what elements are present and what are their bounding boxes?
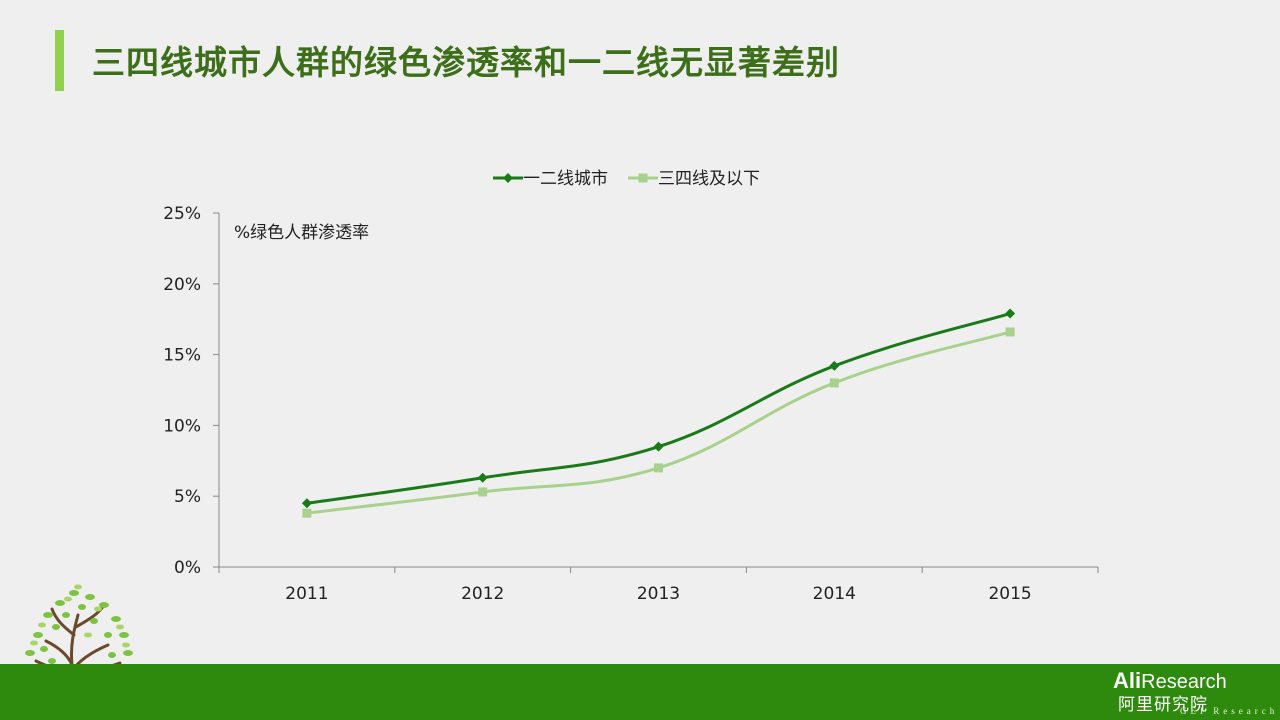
x-tick-label: 2015 bbox=[988, 584, 1031, 604]
data-point bbox=[478, 487, 488, 497]
x-tick-label: 2012 bbox=[461, 584, 504, 604]
x-tick-label: 2014 bbox=[813, 584, 856, 604]
aliresearch-logo: AliResearch bbox=[1113, 668, 1227, 694]
slide-title: 三四线城市人群的绿色渗透率和一二线无显著差别 bbox=[92, 43, 840, 82]
title-accent-bar bbox=[55, 30, 64, 91]
data-point bbox=[829, 360, 840, 371]
y-tick-label: 0% bbox=[174, 558, 201, 578]
logo-cn: 阿里研究院 bbox=[1118, 695, 1208, 715]
chart-series bbox=[301, 308, 1016, 518]
legend-swatch-marker bbox=[503, 173, 513, 183]
legend-label: 三四线及以下 bbox=[658, 169, 760, 189]
data-point bbox=[302, 508, 312, 518]
y-tick-label: 25% bbox=[163, 204, 201, 224]
y-axis: 0% 5% 10% 15% 20% 25% bbox=[163, 204, 220, 578]
data-point bbox=[301, 498, 312, 509]
data-point bbox=[477, 472, 488, 483]
data-point bbox=[1005, 327, 1015, 337]
logo-en-bold: Ali bbox=[1113, 668, 1142, 693]
x-tick-label: 2011 bbox=[285, 584, 328, 604]
series-line bbox=[306, 312, 1011, 505]
legend-label: 一二线城市 bbox=[523, 169, 608, 189]
y-axis-label: %绿色人群渗透率 bbox=[234, 223, 369, 243]
y-tick-label: 20% bbox=[163, 275, 201, 295]
y-tick-label: 15% bbox=[163, 346, 201, 366]
chart-legend: 一二线城市 三四线及以下 bbox=[493, 169, 760, 189]
series-2 bbox=[302, 327, 1015, 518]
x-tick-label: 2013 bbox=[637, 584, 680, 604]
series-1 bbox=[301, 308, 1016, 509]
legend-item-1: 一二线城市 bbox=[493, 169, 608, 189]
series-line bbox=[306, 330, 1011, 515]
data-point bbox=[1005, 308, 1016, 319]
data-point bbox=[653, 441, 664, 452]
x-axis: 2011 2012 2013 2014 2015 bbox=[218, 566, 1099, 604]
logo-en-rest: Research bbox=[1141, 671, 1227, 693]
footer-bar bbox=[0, 664, 1280, 720]
logo-tiny: GEI Research bbox=[1180, 706, 1279, 716]
legend-item-2: 三四线及以下 bbox=[628, 169, 760, 189]
data-point bbox=[829, 378, 839, 388]
data-point bbox=[654, 463, 663, 473]
y-tick-label: 5% bbox=[174, 487, 201, 507]
legend-swatch-marker bbox=[638, 173, 648, 183]
tree-icon bbox=[22, 584, 138, 720]
y-tick-label: 10% bbox=[163, 416, 201, 436]
